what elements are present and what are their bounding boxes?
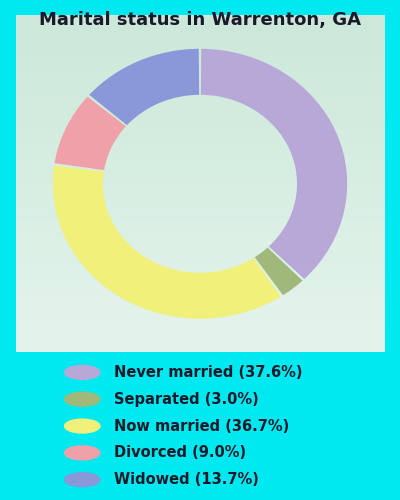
Circle shape xyxy=(64,446,100,460)
Circle shape xyxy=(64,392,100,406)
Wedge shape xyxy=(53,166,281,318)
Text: Never married (37.6%): Never married (37.6%) xyxy=(114,365,302,380)
Wedge shape xyxy=(54,96,126,170)
Text: Marital status in Warrenton, GA: Marital status in Warrenton, GA xyxy=(39,11,361,29)
Text: Widowed (13.7%): Widowed (13.7%) xyxy=(114,472,258,487)
Wedge shape xyxy=(89,49,199,125)
Wedge shape xyxy=(201,49,347,279)
Circle shape xyxy=(64,419,100,433)
Text: Divorced (9.0%): Divorced (9.0%) xyxy=(114,446,246,460)
Circle shape xyxy=(64,472,100,486)
Wedge shape xyxy=(255,248,302,295)
Text: Separated (3.0%): Separated (3.0%) xyxy=(114,392,258,406)
Text: Now married (36.7%): Now married (36.7%) xyxy=(114,418,289,434)
Circle shape xyxy=(64,366,100,380)
